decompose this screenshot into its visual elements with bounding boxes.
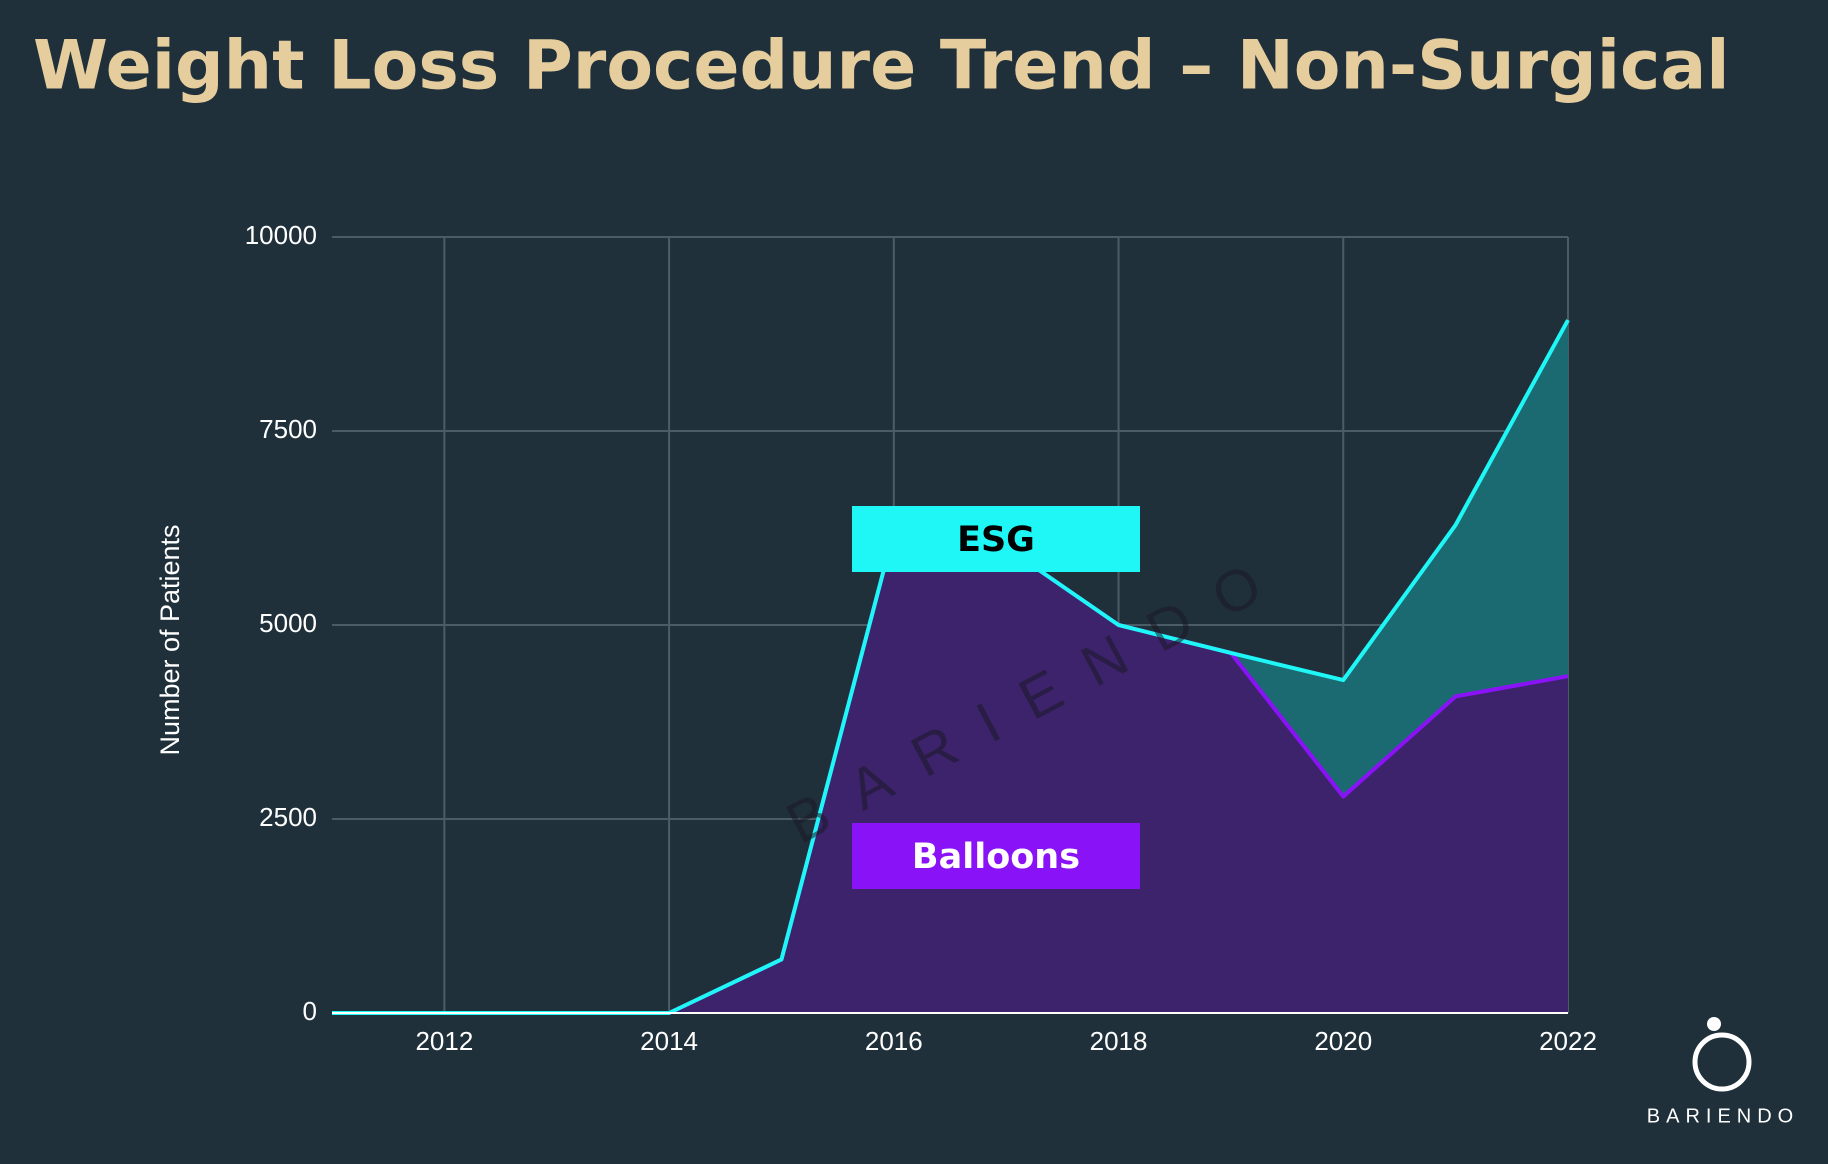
x-tick-label: 2022 [1539, 1026, 1597, 1056]
y-axis-label: Number of Patients [155, 524, 185, 755]
legend-item: Balloons [852, 823, 1140, 889]
logo-dot [1707, 1017, 1721, 1031]
x-tick-label: 2016 [865, 1026, 923, 1056]
x-tick-label: 2012 [415, 1026, 473, 1056]
logo-ring [1692, 1032, 1752, 1092]
legend-label: ESG [957, 520, 1035, 560]
legend-box [852, 823, 1140, 889]
logo: BARIENDO [1647, 1017, 1799, 1127]
x-tick-label: 2018 [1090, 1026, 1148, 1056]
y-tick-label: 2500 [259, 802, 317, 832]
y-tick-label: 10000 [245, 220, 317, 250]
y-tick-label: 7500 [259, 414, 317, 444]
legend-item: ESG [852, 506, 1140, 572]
plot: 0 2500 5000 7500 10000 2012 2014 2016 2018 2020 20… [245, 220, 1597, 1056]
legend-box [852, 506, 1140, 572]
y-tick-label: 0 [303, 996, 317, 1026]
y-tick-label: 5000 [259, 608, 317, 638]
axes: 0 2500 5000 7500 10000 2012 2014 2016 2018 2020 20… [245, 220, 1597, 1056]
logo-text: BARIENDO [1647, 1105, 1799, 1127]
x-tick-label: 2014 [640, 1026, 698, 1056]
area [332, 531, 1568, 1013]
legend-label: Balloons [912, 837, 1080, 877]
chart-title: Weight Loss Procedure Trend – Non-Surgic… [33, 27, 1730, 106]
x-tick-label: 2020 [1314, 1026, 1372, 1056]
